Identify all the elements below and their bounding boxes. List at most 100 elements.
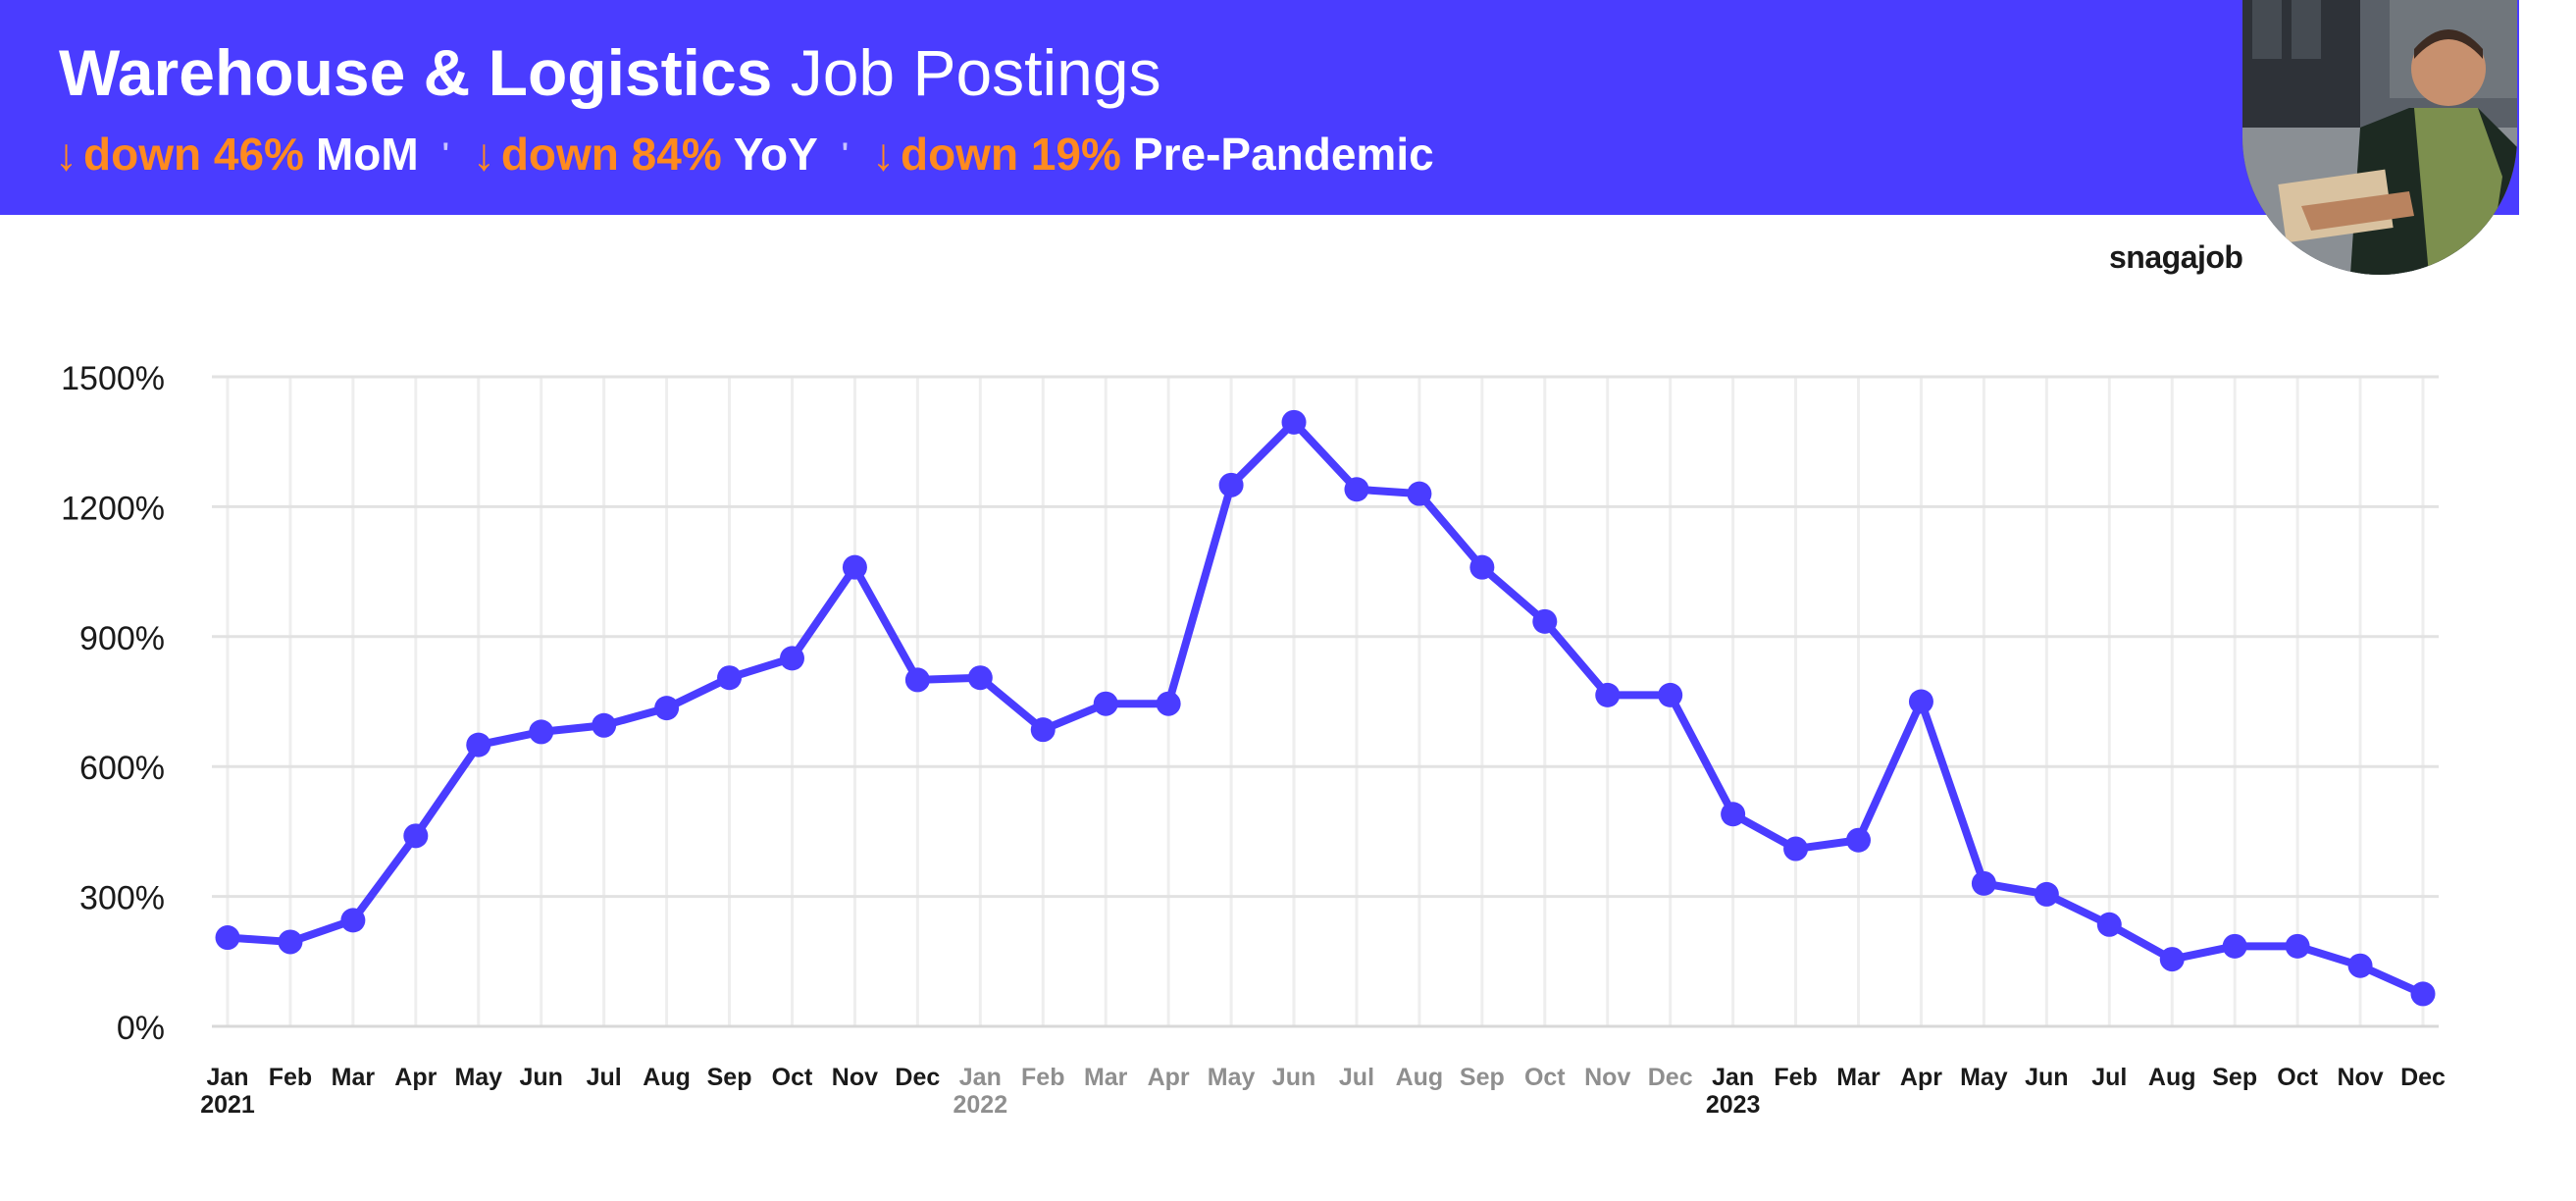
data-point	[1156, 691, 1181, 716]
x-tick-label: Dec	[895, 1064, 940, 1091]
x-tick-label: Dec	[2400, 1064, 2446, 1091]
data-point	[904, 667, 930, 693]
y-tick-label: 600%	[79, 750, 165, 787]
x-tick-label: Jul	[1339, 1064, 1374, 1091]
stat-value: down 46%	[83, 129, 304, 180]
header-banner: Warehouse & Logistics Job Postings ↓ down…	[0, 0, 2519, 215]
x-tick-label: Jan	[1712, 1064, 1754, 1091]
x-tick-label: May	[1960, 1064, 2008, 1091]
x-tick-label: Nov	[832, 1064, 878, 1091]
brand-logo: snagajob	[2109, 239, 2243, 275]
stat-mom: ↓ down 46% MoM	[55, 120, 419, 188]
data-point	[215, 925, 240, 951]
x-year-label: 2021	[200, 1091, 255, 1119]
x-tick-label: Apr	[394, 1064, 437, 1091]
data-point	[1971, 870, 1996, 896]
data-point	[1783, 836, 1809, 862]
data-point	[2222, 933, 2247, 959]
data-point	[1595, 682, 1621, 707]
x-tick-label: May	[1208, 1064, 1256, 1091]
stat-separator: '	[441, 137, 449, 170]
data-point	[592, 712, 617, 738]
series-group	[215, 409, 2436, 1007]
x-year-label: 2022	[953, 1091, 1008, 1119]
x-tick-label: Jul	[2091, 1064, 2127, 1091]
y-tick-label: 300%	[79, 880, 165, 917]
data-point	[1908, 689, 1933, 714]
data-point	[2285, 933, 2310, 959]
x-tick-label: Feb	[269, 1064, 312, 1091]
x-tick-label: Aug	[2148, 1064, 2196, 1091]
x-tick-label: Jan	[206, 1064, 248, 1091]
x-tick-label: Jun	[519, 1064, 562, 1091]
data-point	[1721, 802, 1746, 827]
stat-label: MoM	[315, 129, 419, 180]
x-tick-label: Mar	[1084, 1064, 1128, 1091]
data-point	[1658, 682, 1683, 707]
x-tick-label: Mar	[332, 1064, 376, 1091]
data-point	[1218, 472, 1244, 497]
data-point	[2034, 881, 2059, 907]
data-point	[967, 665, 993, 691]
data-point	[529, 719, 554, 745]
data-point	[1093, 691, 1118, 716]
down-arrow-icon: ↓	[55, 129, 77, 180]
title-light: Job Postings	[790, 36, 1161, 109]
x-tick-label: Jun	[1272, 1064, 1315, 1091]
data-point	[779, 646, 804, 671]
data-point	[654, 696, 680, 721]
x-tick-label: Feb	[1021, 1064, 1064, 1091]
x-tick-label: Jun	[2025, 1064, 2068, 1091]
data-point	[717, 665, 743, 691]
data-point	[1846, 827, 1872, 853]
x-tick-label: Sep	[2212, 1064, 2257, 1091]
stat-label: Pre-Pandemic	[1132, 129, 1434, 180]
x-tick-label: Apr	[1148, 1064, 1190, 1091]
worker-photo	[2242, 0, 2517, 275]
y-axis-labels: 0% 300% 600% 900% 1200% 1500%	[61, 360, 165, 1047]
y-tick-label: 1200%	[61, 490, 165, 527]
x-tick-label: Oct	[1524, 1064, 1566, 1091]
horizontal-gridlines	[212, 375, 2439, 1028]
data-point	[2096, 912, 2122, 937]
data-point	[278, 929, 303, 955]
stat-yoy: ↓ down 84% YoY	[473, 120, 818, 188]
stat-value: down 84%	[500, 129, 722, 180]
x-tick-label: Dec	[1648, 1064, 1693, 1091]
x-tick-label: Oct	[2277, 1064, 2318, 1091]
down-arrow-icon: ↓	[871, 129, 895, 180]
x-tick-label: Jul	[587, 1064, 622, 1091]
data-point	[1030, 717, 1056, 743]
x-tick-label: Sep	[707, 1064, 752, 1091]
stats-row: ↓ down 46% MoM ' ↓ down 84% YoY ' ↓ down 19% Pre-P…	[55, 120, 1434, 188]
y-tick-label: 0%	[117, 1010, 165, 1047]
data-point	[2410, 981, 2436, 1007]
data-point	[1344, 477, 1369, 502]
data-point	[2159, 947, 2185, 972]
stat-value: down 19%	[900, 129, 1121, 180]
x-year-label: 2023	[1706, 1091, 1761, 1119]
line-chart: 0% 300% 600% 900% 1200% 1500% Jan Feb Mar Apr May…	[61, 360, 2446, 1119]
stat-separator: '	[841, 137, 849, 170]
vertical-gridlines	[226, 377, 2425, 1026]
page-title: Warehouse & Logistics Job Postings	[59, 33, 1161, 112]
y-tick-label: 900%	[79, 620, 165, 657]
x-tick-label: Aug	[643, 1064, 691, 1091]
data-point	[1407, 481, 1432, 506]
stat-label: YoY	[733, 129, 818, 180]
x-tick-label: Apr	[1900, 1064, 1942, 1091]
data-point	[1532, 608, 1558, 634]
x-tick-label: May	[454, 1064, 502, 1091]
x-tick-label: Mar	[1836, 1064, 1880, 1091]
data-point	[466, 732, 491, 757]
x-tick-label: Feb	[1774, 1064, 1817, 1091]
x-tick-label: Oct	[772, 1064, 813, 1091]
data-point	[2347, 953, 2373, 978]
data-point	[1469, 554, 1495, 580]
stat-pre-pandemic: ↓ down 19% Pre-Pandemic	[872, 120, 1434, 188]
x-tick-label: Aug	[1396, 1064, 1444, 1091]
down-arrow-icon: ↓	[472, 129, 495, 180]
x-axis-labels: Jan Feb Mar Apr May Jun Jul Aug Sep Oct Nov Dec Jan F…	[200, 1064, 2446, 1119]
x-tick-label: Sep	[1460, 1064, 1505, 1091]
data-point	[1281, 409, 1307, 435]
